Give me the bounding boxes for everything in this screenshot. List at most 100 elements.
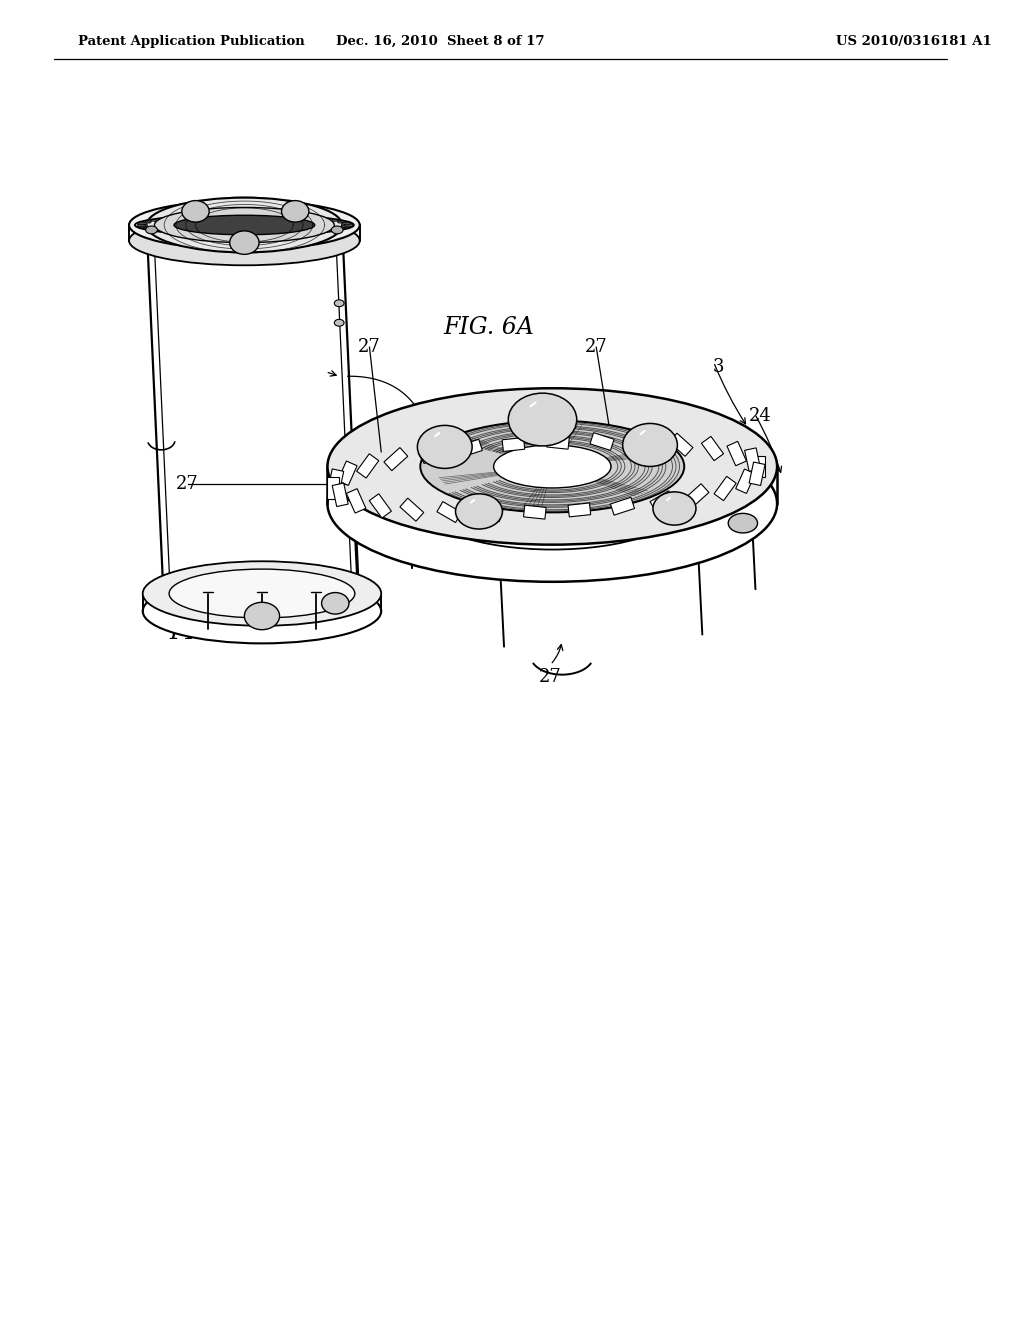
Polygon shape [342, 223, 350, 224]
Polygon shape [161, 218, 170, 220]
Text: 24: 24 [750, 407, 772, 425]
Bar [547, 436, 569, 449]
Ellipse shape [282, 201, 309, 222]
Ellipse shape [334, 319, 344, 326]
Bar [502, 437, 524, 451]
Ellipse shape [334, 300, 344, 306]
Bar [590, 433, 614, 450]
Polygon shape [259, 232, 265, 235]
Polygon shape [242, 215, 247, 216]
Polygon shape [319, 230, 329, 232]
Polygon shape [259, 215, 265, 218]
Text: US 2010/0316181 A1: US 2010/0316181 A1 [836, 34, 991, 48]
Bar [669, 433, 693, 457]
Ellipse shape [623, 424, 678, 466]
Polygon shape [337, 227, 346, 230]
Polygon shape [330, 228, 339, 231]
Ellipse shape [328, 425, 777, 582]
Polygon shape [188, 231, 197, 234]
Polygon shape [138, 223, 146, 224]
Ellipse shape [420, 458, 684, 549]
Bar [400, 498, 424, 521]
Ellipse shape [245, 602, 280, 630]
Ellipse shape [155, 207, 334, 243]
Ellipse shape [129, 201, 359, 249]
Text: FIG. 6B: FIG. 6B [169, 622, 260, 644]
Bar [332, 483, 348, 507]
Text: 3: 3 [713, 358, 724, 376]
Polygon shape [142, 227, 152, 230]
Polygon shape [276, 232, 284, 235]
Polygon shape [142, 220, 152, 223]
Polygon shape [306, 216, 315, 219]
Polygon shape [161, 230, 170, 232]
Polygon shape [319, 218, 329, 220]
Text: 27: 27 [176, 475, 199, 494]
Ellipse shape [182, 201, 209, 222]
Bar [754, 455, 765, 478]
Polygon shape [342, 226, 350, 227]
Ellipse shape [146, 198, 342, 252]
Bar [610, 498, 635, 515]
Bar [568, 503, 591, 517]
Ellipse shape [728, 513, 758, 533]
Text: 20: 20 [421, 436, 443, 454]
Polygon shape [337, 220, 346, 223]
Ellipse shape [142, 561, 381, 626]
Bar [632, 432, 656, 453]
Bar [744, 447, 761, 471]
Text: 27: 27 [585, 338, 607, 356]
Polygon shape [242, 232, 247, 235]
Polygon shape [188, 216, 197, 219]
Ellipse shape [418, 425, 472, 469]
Ellipse shape [322, 593, 349, 614]
Ellipse shape [142, 579, 381, 643]
Polygon shape [306, 231, 315, 234]
Bar [523, 506, 546, 519]
Bar [685, 483, 709, 507]
Bar [356, 454, 379, 478]
Bar [328, 469, 344, 492]
Ellipse shape [145, 226, 158, 234]
Bar [384, 447, 408, 471]
Bar [701, 437, 724, 461]
Polygon shape [205, 215, 213, 218]
Bar [419, 442, 442, 463]
Polygon shape [223, 232, 229, 235]
Ellipse shape [494, 445, 611, 488]
Bar [479, 504, 503, 521]
Polygon shape [276, 215, 284, 218]
Polygon shape [292, 216, 300, 219]
Polygon shape [173, 216, 182, 219]
Polygon shape [205, 232, 213, 235]
Text: FIG. 6A: FIG. 6A [443, 317, 535, 339]
Ellipse shape [174, 215, 314, 235]
Bar [338, 461, 357, 486]
Text: Patent Application Publication: Patent Application Publication [78, 34, 305, 48]
Bar [727, 441, 746, 466]
Bar [459, 440, 482, 457]
Polygon shape [151, 228, 160, 231]
Polygon shape [151, 219, 160, 222]
Ellipse shape [169, 569, 355, 618]
Bar [750, 462, 765, 486]
Bar [714, 477, 736, 500]
Text: Dec. 16, 2010  Sheet 8 of 17: Dec. 16, 2010 Sheet 8 of 17 [336, 34, 544, 48]
Ellipse shape [328, 388, 777, 545]
Bar [650, 491, 675, 512]
Bar [735, 469, 755, 494]
Polygon shape [223, 215, 229, 218]
Polygon shape [138, 226, 146, 227]
Ellipse shape [456, 494, 503, 529]
Polygon shape [330, 219, 339, 222]
Bar [437, 502, 462, 523]
Text: 27: 27 [539, 668, 562, 685]
Ellipse shape [653, 492, 696, 525]
Bar [328, 478, 339, 499]
Ellipse shape [420, 421, 684, 512]
Polygon shape [292, 231, 300, 234]
Text: 27: 27 [358, 338, 381, 356]
Ellipse shape [229, 231, 259, 255]
Polygon shape [173, 231, 182, 234]
Ellipse shape [332, 226, 343, 234]
